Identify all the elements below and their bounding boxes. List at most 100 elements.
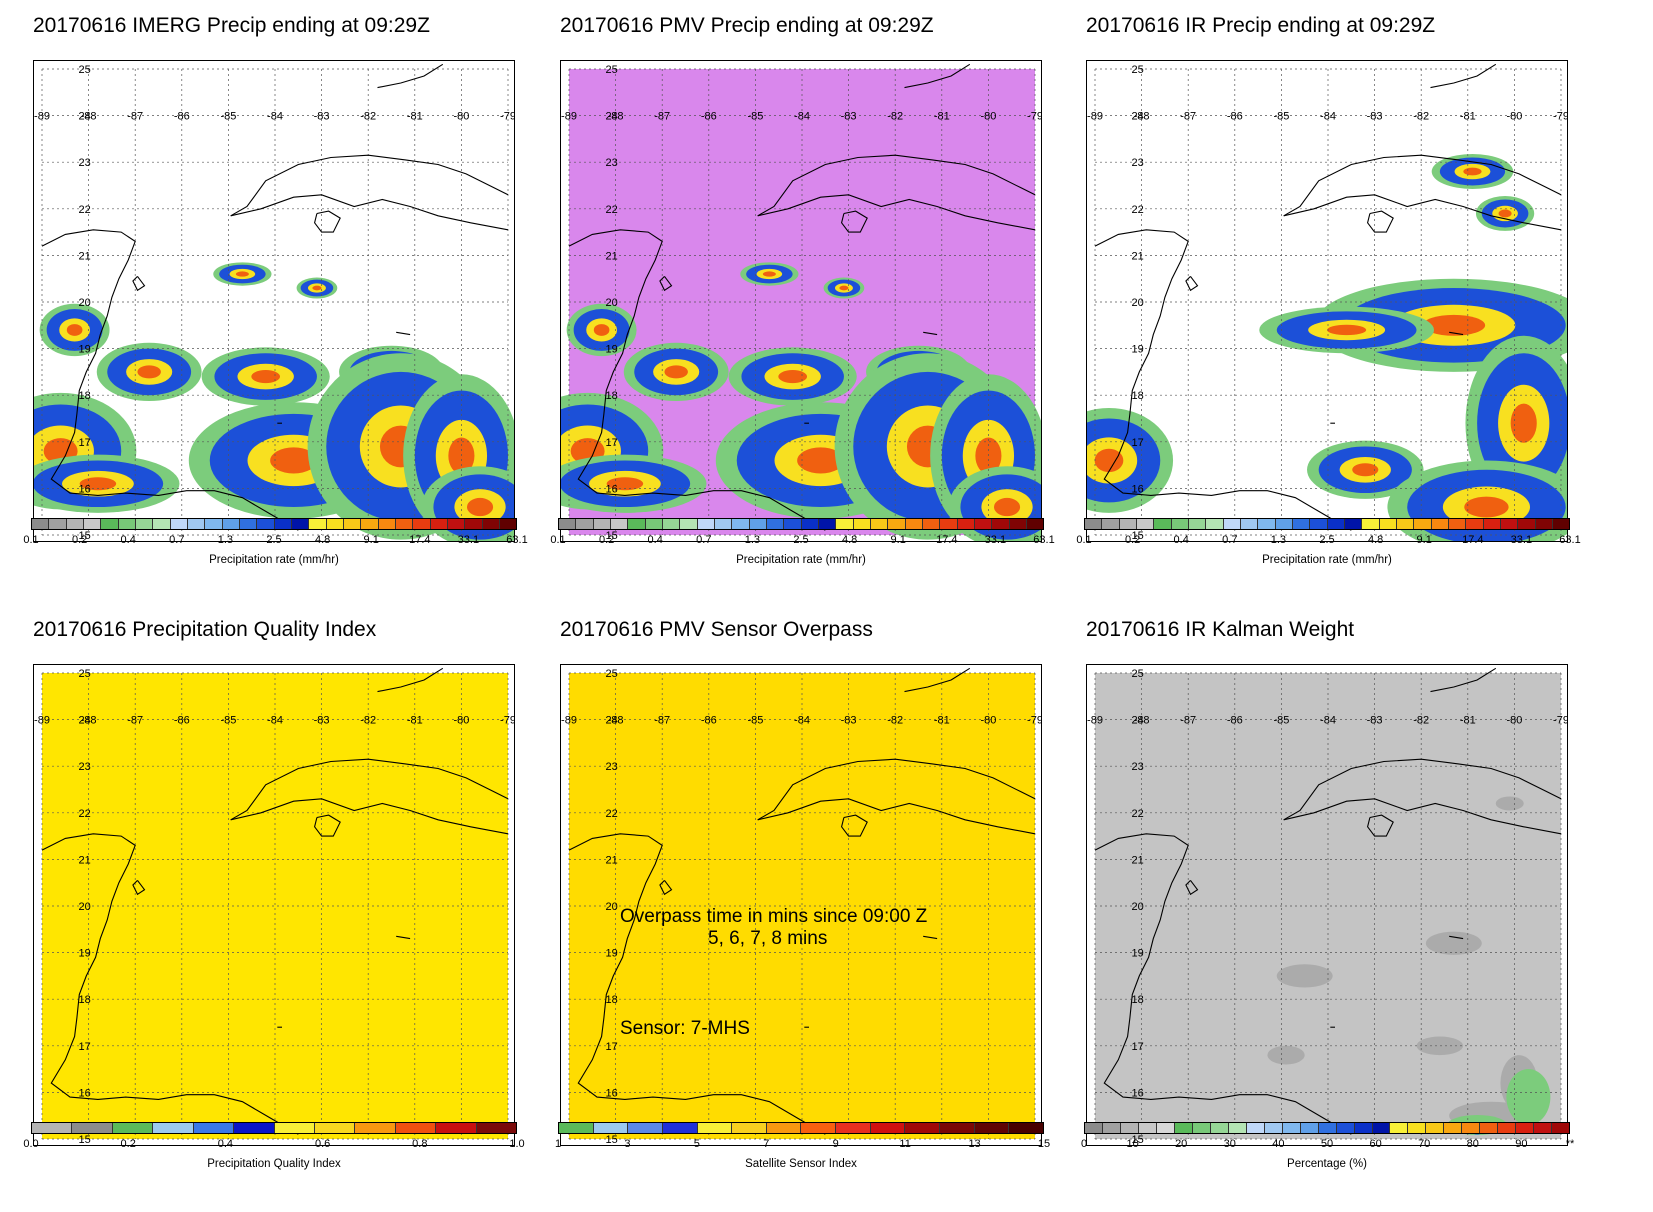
axis-labels: -89 -88 -87 -86 -85 -84 -83 -82 -81 -80 -79 25 24 23 2… bbox=[34, 668, 514, 1145]
lat-tick-label: 20 bbox=[1131, 297, 1143, 309]
lon-tick-label: -85 bbox=[1273, 111, 1289, 123]
colorbar-swatch bbox=[1210, 1123, 1229, 1133]
colorbar-swatch bbox=[1136, 519, 1155, 529]
kalman-contour bbox=[1276, 964, 1333, 988]
lat-tick-label: 18 bbox=[1131, 994, 1143, 1006]
map-svg: -89 -88 -87 -86 -85 -84 -83 -82 -81 -80 -79 25 24 23 2… bbox=[1087, 667, 1567, 1146]
lat-tick-label: 19 bbox=[78, 344, 90, 356]
lon-tick-label: -89 bbox=[561, 715, 577, 727]
sensor-label: Sensor: 7-MHS bbox=[620, 1018, 750, 1039]
coastline bbox=[1430, 63, 1497, 89]
coastline bbox=[314, 210, 341, 233]
lat-tick-label: 19 bbox=[1131, 948, 1143, 960]
coastline bbox=[1449, 935, 1464, 940]
colorbar-swatch bbox=[818, 519, 837, 529]
kalman-contour bbox=[1506, 1069, 1551, 1126]
colorbar-tick-label: 0.4 bbox=[647, 534, 663, 546]
precip-contour bbox=[66, 324, 83, 336]
colorbar-swatch bbox=[1552, 519, 1570, 529]
colorbar-swatch bbox=[314, 1123, 356, 1133]
colorbar-swatch bbox=[645, 519, 663, 529]
lon-tick-label: -82 bbox=[360, 111, 376, 123]
precip-contour bbox=[1352, 463, 1379, 477]
colorbar-swatch bbox=[940, 1123, 975, 1133]
colorbar-swatch bbox=[1228, 1123, 1247, 1133]
colorbar-swatch bbox=[193, 1123, 235, 1133]
lat-tick-label: 15 bbox=[605, 530, 617, 542]
lat-tick-label: 16 bbox=[1131, 483, 1143, 495]
colorbar-tick-label: 33.1 bbox=[457, 534, 480, 546]
kalman-contour bbox=[1267, 1045, 1305, 1065]
coastline bbox=[1283, 758, 1562, 821]
kalman-contour bbox=[1425, 931, 1482, 955]
coastline bbox=[757, 194, 1036, 231]
coastline bbox=[1449, 331, 1464, 336]
colorbar-swatch bbox=[1431, 519, 1449, 529]
colorbar-swatch bbox=[83, 519, 102, 529]
colorbar-swatch bbox=[1119, 519, 1137, 529]
lon-tick-label: -87 bbox=[1180, 715, 1196, 727]
colorbar-label: Satellite Sensor Index bbox=[745, 1158, 857, 1170]
lat-tick-label: 21 bbox=[1131, 250, 1143, 262]
panel-title: 20170616 Precipitation Quality Index bbox=[33, 618, 377, 641]
lon-tick-label: -87 bbox=[654, 111, 670, 123]
colorbar-swatch bbox=[234, 1123, 275, 1133]
coastlines bbox=[41, 667, 509, 1135]
colorbar-swatch bbox=[1240, 519, 1259, 529]
precip-contour bbox=[312, 285, 322, 291]
lon-tick-label: -81 bbox=[1460, 715, 1476, 727]
lat-tick-label: 24 bbox=[78, 111, 90, 123]
colorbar-swatch bbox=[413, 519, 431, 529]
lat-tick-label: 17 bbox=[605, 1041, 617, 1053]
colorbar-swatch bbox=[974, 1123, 1010, 1133]
colorbar-swatch bbox=[1336, 1123, 1355, 1133]
lat-tick-label: 24 bbox=[78, 715, 90, 727]
colorbar-swatch bbox=[559, 1123, 594, 1133]
colorbar-swatch bbox=[274, 519, 292, 529]
colorbar-tick-label: 50 bbox=[1320, 1138, 1334, 1150]
colorbar-tick-label: 9.1 bbox=[363, 534, 379, 546]
colorbar-tick-label: 15 bbox=[1037, 1138, 1051, 1150]
lon-tick-label: -80 bbox=[1506, 715, 1522, 727]
panel-title: 20170616 IR Precip ending at 09:29Z bbox=[1086, 14, 1436, 37]
colorbar-tick-label: 0.0 bbox=[23, 1138, 39, 1150]
map-svg: -89 -88 -87 -86 -85 -84 -83 -82 -81 -80 -79 25 24 23 2… bbox=[1087, 63, 1567, 541]
axis-labels: -89 -88 -87 -86 -85 -84 -83 -82 -81 -80 -79 25 24 23 2… bbox=[561, 668, 1041, 1145]
lat-tick-label: 25 bbox=[605, 64, 617, 76]
lon-tick-label: -81 bbox=[1460, 111, 1476, 123]
colorbar-swatch bbox=[853, 519, 871, 529]
lat-tick-label: 23 bbox=[78, 761, 90, 773]
colorbar-tick-label: 40 bbox=[1272, 1138, 1285, 1150]
colorbar-tick-label: 7 bbox=[763, 1138, 770, 1150]
colorbar-tick-label: 0.1 bbox=[23, 534, 39, 546]
lon-tick-label: -83 bbox=[1367, 111, 1383, 123]
lon-tick-label: -89 bbox=[34, 111, 50, 123]
colorbar-label: Precipitation rate (mm/hr) bbox=[209, 554, 339, 566]
lat-tick-label: 21 bbox=[1131, 854, 1143, 866]
colorbar-tick-label: 5 bbox=[693, 1138, 700, 1150]
colorbar-swatch bbox=[66, 519, 84, 529]
colorbar-tick-label: 0.1 bbox=[550, 534, 566, 546]
precip-contour bbox=[839, 285, 849, 291]
lat-tick-label: 15 bbox=[1131, 1134, 1143, 1146]
colorbar-tick-label: 0.8 bbox=[412, 1138, 428, 1150]
lon-tick-label: -85 bbox=[747, 111, 763, 123]
colorbar-swatch bbox=[888, 519, 906, 529]
coastline bbox=[659, 880, 673, 896]
coastline bbox=[841, 210, 868, 233]
colorbar bbox=[558, 1122, 1044, 1134]
lon-tick-label: -81 bbox=[934, 715, 950, 727]
precip-contour bbox=[993, 497, 1021, 517]
coastlines bbox=[41, 63, 509, 531]
colorbar-tick-label: 0.4 bbox=[1173, 534, 1189, 546]
lon-tick-label: -85 bbox=[747, 715, 763, 727]
colorbar-swatch bbox=[1480, 1123, 1499, 1133]
lon-tick-label: -83 bbox=[314, 715, 330, 727]
precip-contour bbox=[1463, 167, 1482, 176]
lat-tick-label: 15 bbox=[78, 530, 90, 542]
colorbar-swatch bbox=[112, 1123, 154, 1133]
colorbar-swatch bbox=[662, 519, 681, 529]
lat-tick-label: 25 bbox=[1131, 64, 1143, 76]
colorbar-swatch bbox=[1156, 1123, 1175, 1133]
lon-tick-label: -79 bbox=[1027, 111, 1042, 123]
